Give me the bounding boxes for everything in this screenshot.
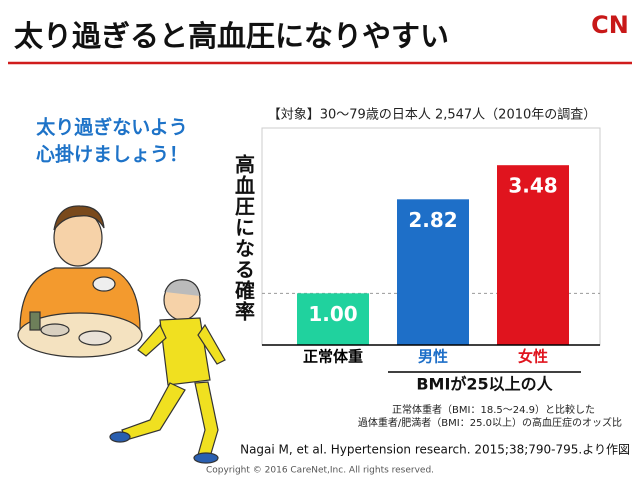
x-tick-label: 女性 [518,348,548,366]
slide-title: 太り過ぎると高血圧になりやすい [14,19,449,53]
bar [297,293,369,345]
illustration-jogger [109,279,226,464]
x-tick-label: 正常体重 [303,348,363,366]
note: 正常体重者（BMI：18.5～24.9）と比較した [392,403,595,416]
group-label: BMIが25以上の人 [416,375,553,394]
copyright: Copyright © 2016 CareNet,Inc. All rights… [206,466,434,476]
message-line: 心掛けましょう！ [36,143,188,166]
value-label: 2.82 [408,208,457,232]
x-tick-label: 男性 [418,348,448,366]
value-label: 1.00 [308,302,357,326]
bar [397,199,469,345]
source: Nagai M, et al. Hypertension research. 2… [240,443,630,457]
bar [497,165,569,345]
illustration-eating [17,205,143,358]
chart-subtitle: 【対象】30～79歳の日本人 2,547人（2010年の調査） [268,108,597,123]
logo: CN [591,11,629,39]
value-label: 3.48 [508,174,557,198]
y-axis-label: 高血圧になる確率 [232,153,256,322]
note: 過体重者/肥満者（BMI：25.0以上）の高血圧症のオッズ比 [358,416,622,429]
message-line: 太り過ぎないよう [36,116,188,139]
